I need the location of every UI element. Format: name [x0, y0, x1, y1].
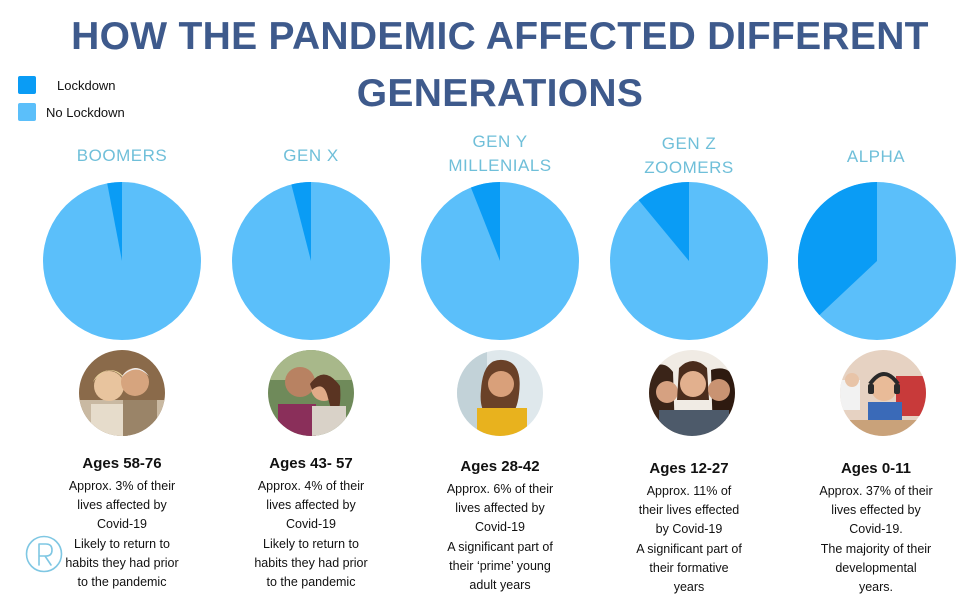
age-range: Ages 58-76: [82, 455, 162, 472]
age-range: Ages 43- 57: [269, 455, 353, 472]
legend-label-no-lockdown: No Lockdown: [46, 105, 125, 120]
R-logo: [25, 535, 63, 573]
pie-chart-boomers: [43, 182, 201, 340]
legend-swatch-lockdown: [18, 76, 36, 94]
generation-description: Approx. 4% of their lives affected by Co…: [254, 479, 368, 590]
generation-title-gen-y: GEN Y MILLENIALS: [410, 130, 590, 178]
older-couple-photo: [79, 350, 165, 436]
generation-title-line: BOOMERS: [76, 146, 168, 165]
generation-title-gen-x: GEN X: [221, 144, 401, 168]
generation-description: Approx. 11% of their lives effected by C…: [636, 484, 742, 595]
generation-title-line: ZOOMERS: [644, 158, 734, 177]
age-range: Ages 28-42: [460, 458, 540, 475]
pie-slice-lockdown: [107, 182, 122, 261]
generation-info-gen-x: Ages 43- 57 Approx. 4% of their lives af…: [216, 454, 406, 592]
generation-title-line: ALPHA: [846, 147, 906, 166]
generation-title-alpha: ALPHA: [786, 145, 966, 169]
pie-slice-lockdown: [470, 182, 500, 261]
generation-title-boomers: BOOMERS: [32, 144, 212, 168]
generation-title-line: GEN Z: [661, 134, 717, 153]
generation-description: Approx. 37% of their lives effected by C…: [819, 484, 933, 595]
legend-swatch-no-lockdown: [18, 103, 36, 121]
generation-info-gen-z: Ages 12-27 Approx. 11% of their lives ef…: [594, 459, 784, 597]
age-range: Ages 12-27: [649, 460, 729, 477]
generation-title-line: MILLENIALS: [448, 156, 552, 175]
generation-description: Approx. 6% of their lives affected by Co…: [446, 482, 554, 593]
generation-info-gen-y: Ages 28-42 Approx. 6% of their lives aff…: [405, 457, 595, 595]
generation-description: Approx. 3% of their lives affected by Co…: [65, 479, 179, 590]
age-range: Ages 0-11: [840, 460, 912, 477]
generation-info-boomers: Ages 58-76 Approx. 3% of their lives aff…: [27, 454, 217, 592]
page-title: HOW THE PANDEMIC AFFECTED DIFFERENT GENE…: [71, 15, 929, 115]
pie-chart-gen-x: [232, 182, 390, 340]
pie-chart-gen-y: [421, 182, 579, 340]
child-with-headphones-photo: [840, 350, 926, 436]
generation-info-alpha: Ages 0-11 Approx. 37% of their lives eff…: [781, 459, 971, 597]
generation-title-line: GEN X: [283, 146, 339, 165]
pie-chart-alpha: [797, 182, 956, 340]
legend-label-lockdown: Lockdown: [57, 78, 116, 93]
pie-slice-lockdown: [291, 182, 311, 261]
pie-chart-gen-z: [610, 182, 768, 340]
generation-title-gen-z: GEN Z ZOOMERS: [599, 132, 779, 180]
teen-girls-photo: [649, 350, 735, 436]
pie-slice-lockdown: [797, 182, 877, 316]
generation-title-line: GEN Y: [472, 132, 528, 151]
young-woman-photo: [457, 350, 543, 436]
pie-slice-lockdown: [638, 182, 689, 261]
middle-aged-couple-photo: [268, 350, 354, 436]
